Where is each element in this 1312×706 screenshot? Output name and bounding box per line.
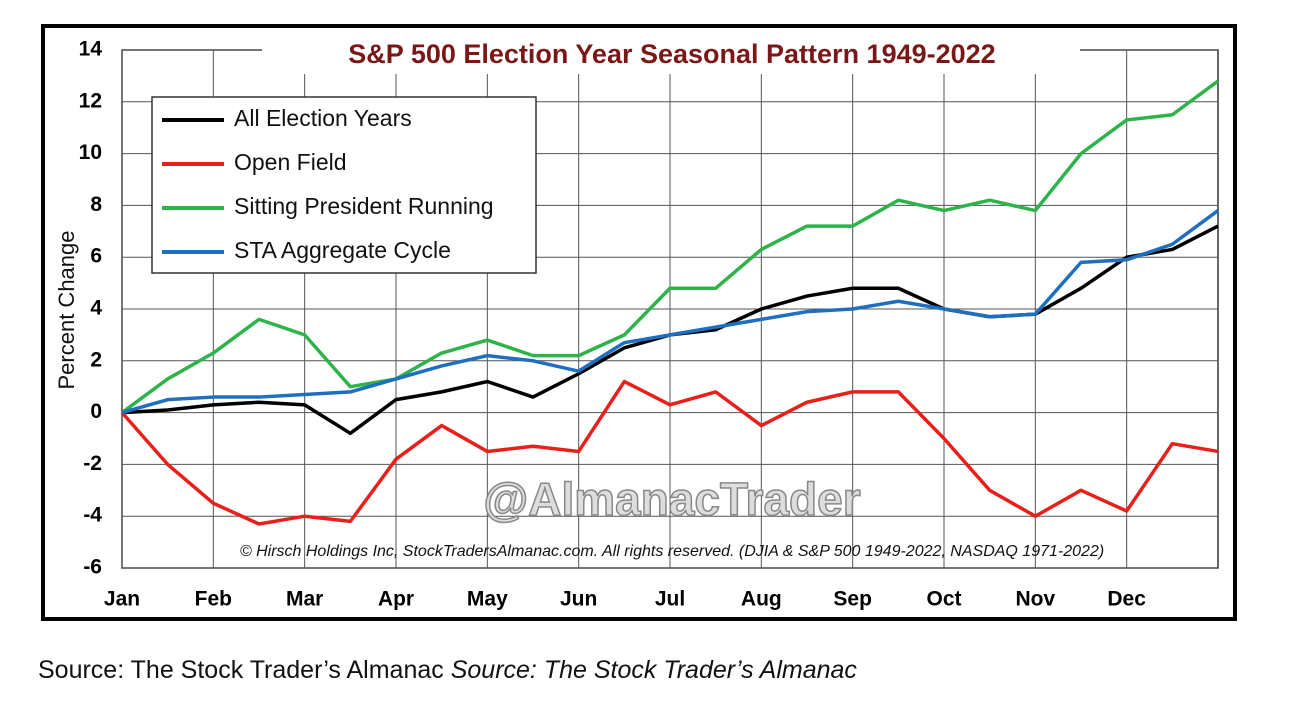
x-tick-label: Nov bbox=[1015, 588, 1055, 611]
caption-plain: Source: The Stock Trader’s Almanac bbox=[38, 656, 444, 684]
y-tick-label: 6 bbox=[90, 245, 102, 268]
x-tick-label: Jan bbox=[104, 588, 140, 611]
copyright-note: © Hirsch Holdings Inc, StockTradersAlman… bbox=[240, 543, 1104, 560]
y-tick-label: 0 bbox=[90, 400, 102, 423]
y-tick-label: -4 bbox=[83, 504, 102, 527]
x-tick-label: Aug bbox=[741, 588, 782, 611]
series-line bbox=[120, 379, 1219, 526]
series-line bbox=[120, 79, 1220, 415]
x-tick-label: Sep bbox=[833, 588, 872, 611]
series-line bbox=[121, 209, 1220, 415]
legend-label: All Election Years bbox=[234, 105, 412, 131]
legend-label: Sitting President Running bbox=[234, 193, 494, 219]
y-tick-label: 14 bbox=[79, 38, 103, 61]
y-tick-label: -2 bbox=[83, 452, 102, 475]
y-tick-label: 2 bbox=[90, 348, 102, 371]
legend: All Election Years Open Field Sitting Pres… bbox=[151, 96, 537, 274]
legend-box bbox=[151, 96, 537, 274]
y-tick-label: -6 bbox=[83, 556, 102, 579]
x-tick-label: Feb bbox=[195, 588, 232, 611]
y-tick-label: 8 bbox=[90, 193, 102, 216]
x-tick-label: May bbox=[467, 588, 508, 611]
title-bg bbox=[262, 38, 1080, 74]
lines bbox=[120, 79, 1220, 526]
chart: -6 -4 -2 0 2 4 6 8 10 12 14 Jan Feb Mar Apr May Jun Jul Au… bbox=[41, 24, 1237, 621]
y-tick-label: 10 bbox=[79, 141, 102, 164]
x-tick-label: Jun bbox=[560, 588, 597, 611]
y-tick-label: 4 bbox=[90, 297, 102, 320]
caption-italic: Source: The Stock Trader’s Almanac bbox=[450, 656, 857, 684]
chart-title: S&P 500 Election Year Seasonal Pattern 1… bbox=[348, 39, 995, 69]
y-axis-label: Percent Change bbox=[54, 231, 79, 390]
legend-label: Open Field bbox=[234, 149, 347, 175]
x-tick-label: Mar bbox=[286, 588, 323, 611]
y-tick-label: 12 bbox=[79, 89, 102, 112]
caption: Source: The Stock Trader’s Almanac Sourc… bbox=[38, 656, 857, 685]
x-tick-label: Jul bbox=[655, 588, 685, 611]
x-tick-label: Oct bbox=[926, 588, 961, 611]
legend-label: STA Aggregate Cycle bbox=[234, 237, 451, 263]
x-tick-label: Dec bbox=[1107, 588, 1146, 611]
x-tick-label: Apr bbox=[378, 588, 414, 611]
watermark: @AlmanacTrader bbox=[483, 473, 860, 525]
